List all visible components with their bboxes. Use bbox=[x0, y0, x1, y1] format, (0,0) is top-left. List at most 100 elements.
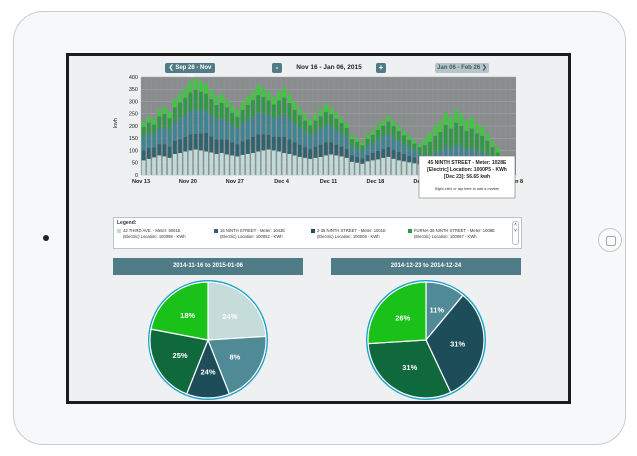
bar-segment bbox=[277, 100, 281, 117]
bar-segment bbox=[287, 94, 292, 103]
y-tick-label: 0 bbox=[135, 173, 138, 179]
bar-segment bbox=[141, 136, 146, 151]
y-tick-label: 50 bbox=[132, 161, 138, 167]
bar-segment bbox=[443, 112, 448, 126]
bar-segment bbox=[303, 131, 307, 148]
bar-segment bbox=[412, 157, 417, 164]
bar-segment bbox=[167, 130, 172, 147]
pie-slice[interactable] bbox=[185, 338, 231, 399]
bar-segment bbox=[329, 126, 333, 143]
zoom-out-button[interactable]: - bbox=[272, 63, 282, 73]
legend-item-name: 2-35 NINTH STREET - Meter: 1001E bbox=[317, 228, 386, 233]
bar-segment bbox=[266, 134, 271, 150]
bar-segment bbox=[407, 162, 412, 175]
bar-segment bbox=[324, 104, 328, 112]
bar-segment bbox=[178, 102, 182, 119]
bar-segment bbox=[199, 150, 203, 175]
pie-slice[interactable] bbox=[425, 294, 485, 394]
bar-segment bbox=[381, 157, 386, 175]
bar-segment bbox=[329, 154, 333, 175]
pie-slice[interactable] bbox=[425, 281, 464, 342]
bar-segment bbox=[308, 120, 313, 126]
bar-segment bbox=[266, 149, 271, 175]
bar-segment bbox=[282, 97, 287, 115]
bar-segment bbox=[454, 109, 458, 123]
bar-segment bbox=[225, 121, 229, 140]
bar-segment bbox=[438, 121, 443, 132]
bar-segment bbox=[412, 143, 417, 151]
bar-segment bbox=[370, 160, 375, 175]
bar-segment bbox=[344, 136, 349, 150]
bar-segment bbox=[245, 153, 250, 175]
x-tick-label: Nov 20 bbox=[179, 179, 197, 185]
bar-segment bbox=[443, 125, 448, 146]
pie-slice-label: 31% bbox=[402, 363, 417, 372]
home-button[interactable] bbox=[598, 228, 622, 252]
bar-segment bbox=[277, 91, 281, 101]
bar-segment bbox=[339, 117, 344, 124]
bar-segment bbox=[422, 145, 427, 159]
bar-segment bbox=[360, 142, 365, 146]
pie-slice-label: 8% bbox=[230, 353, 241, 362]
bar-segment bbox=[480, 135, 485, 152]
bar-segment bbox=[261, 134, 266, 151]
bar-segment bbox=[360, 145, 365, 151]
bar-segment bbox=[318, 109, 323, 117]
bar-segment bbox=[146, 133, 151, 149]
bar-segment bbox=[344, 127, 349, 137]
bar-segment bbox=[449, 117, 453, 129]
bar-segment bbox=[407, 139, 412, 148]
legend-scrollbar[interactable]: ˄ ˅ bbox=[512, 221, 519, 245]
legend-item[interactable]: 2-35 NINTH STREET - Meter: 1001E (Electr… bbox=[311, 228, 403, 240]
bar-segment bbox=[271, 118, 276, 137]
legend-swatch bbox=[311, 228, 315, 233]
bar-segment bbox=[396, 160, 401, 175]
bar-segment bbox=[271, 97, 276, 105]
chevron-down-icon[interactable]: ˅ bbox=[514, 228, 517, 234]
pie-slice[interactable] bbox=[207, 335, 267, 395]
usage-bar-chart[interactable]: 0 50 100 150 200 250 300 350 400 Nov 13 Nov 20 Nov… bbox=[69, 56, 568, 216]
bar-segment bbox=[402, 135, 406, 145]
bar-segment bbox=[157, 128, 162, 145]
bar-segment bbox=[495, 147, 500, 153]
pie-slice[interactable] bbox=[149, 328, 209, 395]
bar-segment bbox=[464, 120, 469, 131]
bar-segment bbox=[230, 142, 235, 156]
bar-segment bbox=[209, 136, 214, 153]
pie-slice[interactable] bbox=[367, 339, 452, 399]
bar-segment bbox=[235, 127, 240, 145]
bar-segment bbox=[188, 92, 193, 111]
chevron-up-icon[interactable]: ˄ bbox=[514, 222, 517, 228]
bar-segment bbox=[334, 144, 339, 156]
bar-segment bbox=[334, 129, 339, 145]
bar-segment bbox=[313, 120, 318, 132]
bar-segment bbox=[214, 139, 219, 154]
bar-segment bbox=[376, 150, 380, 160]
pie-slice[interactable] bbox=[150, 281, 209, 341]
pie-slice[interactable] bbox=[207, 281, 267, 341]
bar-segment bbox=[344, 123, 349, 128]
bar-segment bbox=[266, 92, 271, 101]
bar-segment bbox=[313, 131, 318, 147]
bar-segment bbox=[417, 144, 422, 148]
bar-segment bbox=[350, 155, 354, 162]
bar-segment bbox=[167, 157, 172, 175]
bar-segment bbox=[381, 149, 386, 158]
bar-segment bbox=[261, 87, 266, 98]
bar-segment bbox=[183, 151, 188, 175]
bar-segment bbox=[297, 144, 302, 157]
legend-item[interactable]: 42 THIRD AVE. - Meter: 5091E (Electric) … bbox=[117, 228, 209, 240]
bar-segment bbox=[146, 116, 151, 123]
zoom-in-button[interactable]: + bbox=[376, 63, 386, 73]
pie-slice-label: 25% bbox=[173, 351, 188, 360]
bar-segment bbox=[178, 139, 182, 153]
bar-segment bbox=[157, 109, 162, 117]
bar-segment bbox=[204, 110, 208, 133]
bar-segment bbox=[396, 140, 401, 152]
legend-item[interactable]: 16 NINTH STREET - Meter: 1042E (Electric… bbox=[214, 228, 306, 240]
bar-segment bbox=[199, 133, 203, 151]
next-range-button[interactable]: Jan 06 - Feb 26 ❯ bbox=[435, 63, 489, 73]
pie-slice[interactable] bbox=[367, 281, 427, 345]
legend-item[interactable]: FURNA-36 NINTH STREET - Meter: 1008E (El… bbox=[408, 228, 500, 240]
legend-title: Legend: bbox=[117, 220, 137, 226]
